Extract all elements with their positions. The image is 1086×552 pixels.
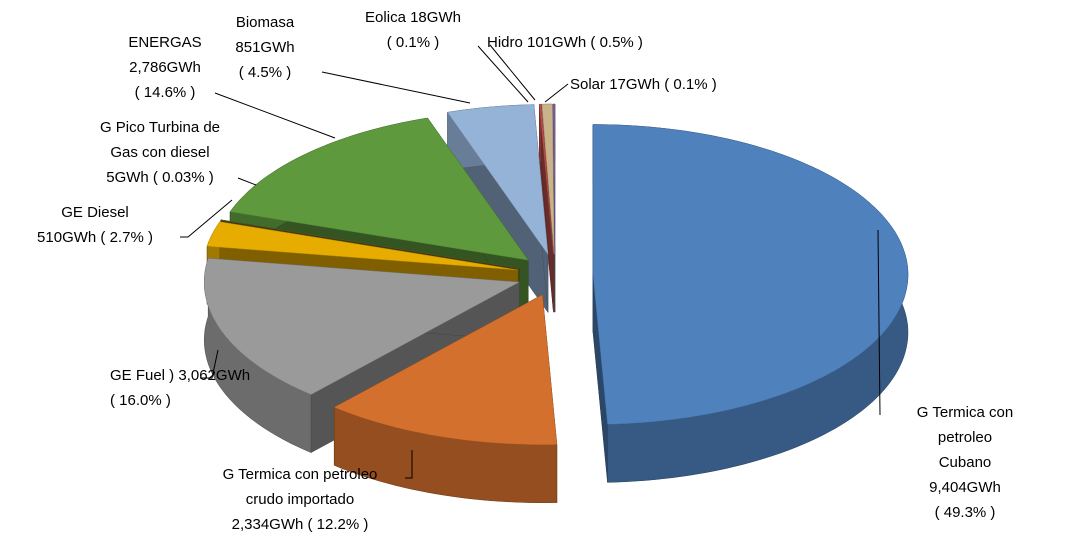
slice-top: [220, 219, 520, 269]
percent-label: ( 4.5% ): [238, 64, 292, 81]
slice-top: [204, 258, 521, 395]
slice-top: [333, 294, 558, 445]
value-label: 9,404GWh: [929, 479, 1001, 496]
leader-line: [200, 349, 219, 379]
leader-line: [405, 450, 413, 479]
value-label: 17GWh: [609, 76, 661, 93]
leader-line: [180, 199, 233, 238]
percent-label: ( 0.1% ): [386, 34, 440, 51]
percent-label: ( 0.1% ): [664, 76, 717, 93]
leader-line: [489, 44, 536, 101]
category-label: ENERGAS: [128, 34, 202, 51]
leader-line: [877, 229, 881, 416]
category-label: Eolica: [365, 9, 406, 26]
category-label: G Termica con petroleo crudo importado: [222, 466, 378, 508]
slice-top: [229, 117, 529, 261]
percent-label: ( 2.7% ): [100, 229, 153, 246]
slice-top: [206, 221, 519, 271]
percent-label: ( 14.6% ): [134, 84, 196, 101]
percent-label: ( 12.2% ): [307, 516, 369, 533]
slice-top: [552, 103, 556, 255]
value-label: 510GWh: [37, 229, 97, 246]
data-label: G Termica con petroleo crudo importado 2…: [223, 462, 378, 537]
data-label: Solar 17GWh ( 0.1% ): [570, 72, 717, 97]
data-label: GE Fuel ) 3,062GWh ( 16.0% ): [110, 363, 250, 413]
slice: [333, 294, 558, 503]
category-label: Hidro: [487, 34, 523, 51]
leader-line: [321, 71, 471, 104]
percent-label: ( 0.03% ): [152, 169, 214, 186]
value-label: 851GWh: [235, 39, 295, 56]
data-label: G Termica con petroleo Cubano 9,404GWh (…: [905, 400, 1026, 525]
value-label: 18GWh: [410, 9, 461, 26]
data-label: ENERGAS 2,786GWh ( 14.6% ): [128, 30, 201, 105]
data-label: GE Diesel 510GWh ( 2.7% ): [37, 200, 153, 250]
slice: [539, 103, 554, 313]
category-label: G Termica con petroleo Cubano: [916, 404, 1014, 471]
data-label: G Pico Turbina de Gas con diesel 5GWh ( …: [100, 115, 220, 190]
category-label: G Pico Turbina de Gas con diesel: [99, 119, 221, 161]
slice-top: [541, 103, 555, 255]
category-label: Solar: [570, 76, 606, 93]
leader-line: [214, 92, 336, 139]
slice-top: [539, 103, 554, 255]
value-label: 2,334GWh: [231, 516, 304, 533]
category-label: Biomasa: [235, 14, 295, 31]
leader-line: [544, 83, 569, 103]
data-label: Eolica 18GWh ( 0.1% ): [365, 5, 461, 55]
category-label: GE Fuel ): [110, 367, 175, 384]
percent-label: ( 16.0% ): [110, 392, 171, 409]
slice: [592, 124, 909, 483]
value-label: 3,062GWh: [178, 367, 251, 384]
data-label: Biomasa 851GWh ( 4.5% ): [235, 10, 294, 85]
leader-line: [477, 45, 529, 103]
slice-top: [592, 124, 909, 425]
slice-top: [447, 104, 549, 256]
percent-label: ( 49.3% ): [934, 504, 996, 521]
leader-line: [237, 177, 257, 186]
percent-label: ( 0.5% ): [590, 34, 643, 51]
category-label: GE Diesel: [61, 204, 129, 221]
value-label: 101GWh: [527, 34, 587, 51]
value-label: 2,786GWh: [129, 59, 201, 76]
value-label: 5GWh: [106, 169, 149, 186]
data-label: Hidro 101GWh ( 0.5% ): [487, 30, 643, 55]
